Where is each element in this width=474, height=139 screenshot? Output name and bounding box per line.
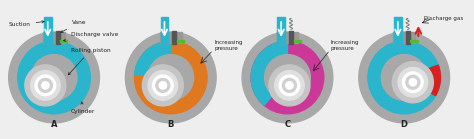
Circle shape [153, 75, 173, 96]
Text: Increasing
pressure: Increasing pressure [214, 40, 243, 51]
Text: Suction: Suction [9, 21, 44, 27]
Circle shape [368, 41, 440, 114]
Text: Cylinder: Cylinder [71, 102, 95, 114]
Wedge shape [135, 41, 171, 78]
FancyBboxPatch shape [406, 31, 410, 44]
Wedge shape [404, 65, 440, 96]
FancyBboxPatch shape [173, 31, 176, 44]
Text: Discharge gas: Discharge gas [424, 16, 463, 21]
Circle shape [42, 82, 49, 89]
Circle shape [359, 32, 449, 123]
Circle shape [31, 71, 60, 100]
Text: B: B [168, 120, 174, 129]
Circle shape [409, 79, 417, 86]
Text: A: A [51, 120, 57, 129]
Circle shape [31, 55, 77, 100]
Circle shape [269, 65, 310, 106]
FancyBboxPatch shape [277, 17, 285, 43]
FancyBboxPatch shape [394, 17, 402, 43]
Circle shape [159, 82, 166, 89]
Text: Rolling piston: Rolling piston [68, 48, 110, 75]
Circle shape [135, 41, 207, 114]
FancyBboxPatch shape [177, 40, 184, 42]
FancyBboxPatch shape [277, 32, 298, 43]
Circle shape [9, 32, 100, 123]
Circle shape [18, 41, 91, 114]
FancyBboxPatch shape [294, 40, 301, 42]
Circle shape [406, 75, 420, 89]
FancyBboxPatch shape [289, 31, 293, 44]
Circle shape [381, 55, 427, 100]
Circle shape [142, 65, 183, 106]
Text: Increasing
pressure: Increasing pressure [331, 40, 359, 51]
Circle shape [283, 78, 296, 92]
Circle shape [148, 55, 194, 100]
Circle shape [264, 55, 310, 100]
Circle shape [392, 62, 433, 103]
Circle shape [398, 67, 428, 97]
FancyBboxPatch shape [161, 17, 168, 43]
FancyBboxPatch shape [410, 40, 418, 42]
Wedge shape [251, 41, 287, 105]
Circle shape [25, 65, 66, 106]
Circle shape [156, 78, 170, 92]
Circle shape [279, 75, 300, 96]
FancyBboxPatch shape [393, 32, 415, 43]
Text: Discharge valve: Discharge valve [64, 32, 118, 41]
FancyBboxPatch shape [43, 32, 65, 43]
FancyBboxPatch shape [55, 31, 60, 44]
Circle shape [274, 71, 304, 100]
FancyBboxPatch shape [44, 17, 52, 43]
Circle shape [402, 72, 423, 92]
Circle shape [286, 82, 293, 89]
Circle shape [148, 71, 178, 100]
Circle shape [35, 75, 55, 96]
Circle shape [251, 41, 324, 114]
Circle shape [38, 78, 52, 92]
Text: C: C [284, 120, 291, 129]
FancyBboxPatch shape [60, 40, 67, 42]
Text: D: D [401, 120, 408, 129]
FancyBboxPatch shape [160, 32, 182, 43]
Text: Vane: Vane [61, 20, 86, 32]
Circle shape [126, 32, 216, 123]
Circle shape [242, 32, 333, 123]
